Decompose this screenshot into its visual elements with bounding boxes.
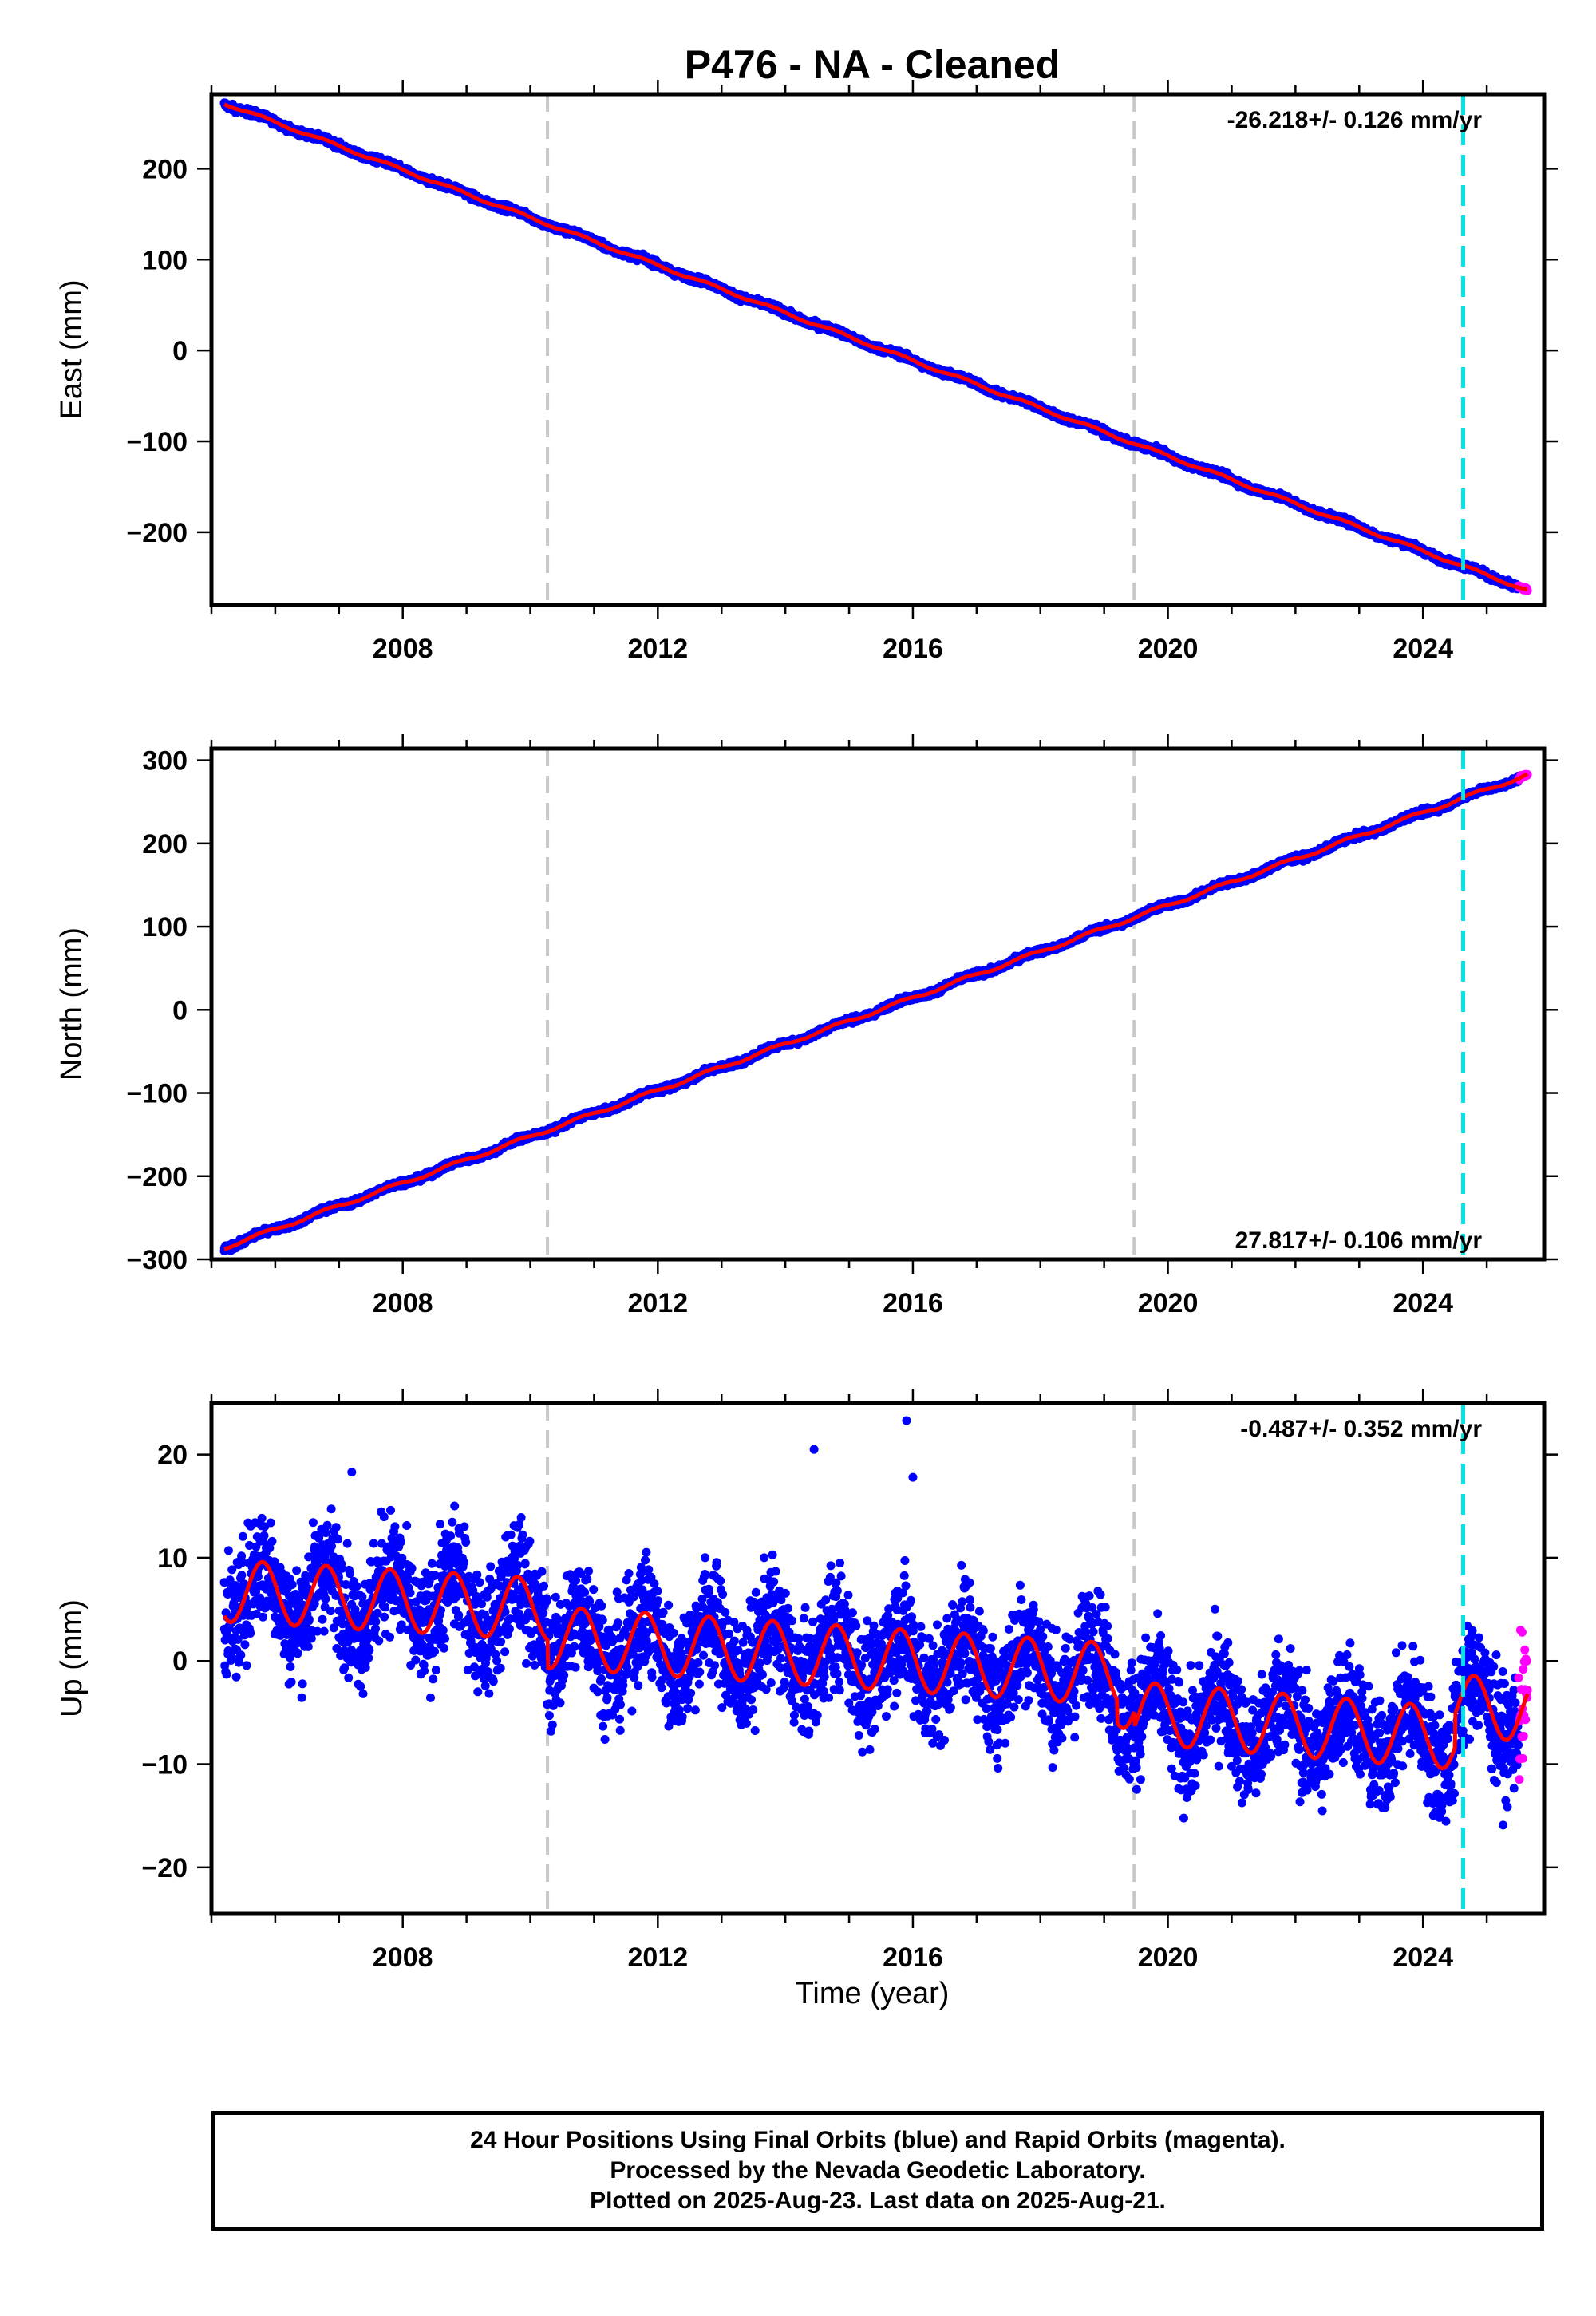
y-tick-label: −200 <box>126 518 188 548</box>
east-model-fit-line <box>223 102 1528 592</box>
y-tick-label: 100 <box>142 245 188 275</box>
x-tick-label: 2024 <box>1393 634 1453 664</box>
east-velocity-label: -26.218+/- 0.126 mm/yr <box>1227 107 1483 133</box>
plot-area <box>219 94 1532 605</box>
y-tick-label: 200 <box>142 154 188 184</box>
east-panel: 2008 2012 2016 2020 2024 −200 −100 0 100 200 East … <box>55 80 1558 664</box>
x-tick-label: 2012 <box>628 634 689 664</box>
plot-area <box>219 749 1532 1259</box>
x-tick-label: 2016 <box>883 634 943 664</box>
x-tick-label: 2008 <box>373 634 433 664</box>
y-tick-label: 0 <box>172 336 188 366</box>
y-tick-label: −100 <box>126 427 188 457</box>
north-panel: 2008 2012 2016 2020 2024−300−200−10001002003… <box>55 734 1558 1318</box>
east-y-axis-label: East (mm) <box>55 279 89 419</box>
x-tick-label: 2020 <box>1138 634 1199 664</box>
plot-title: P476 - NA - Cleaned <box>685 42 1061 87</box>
